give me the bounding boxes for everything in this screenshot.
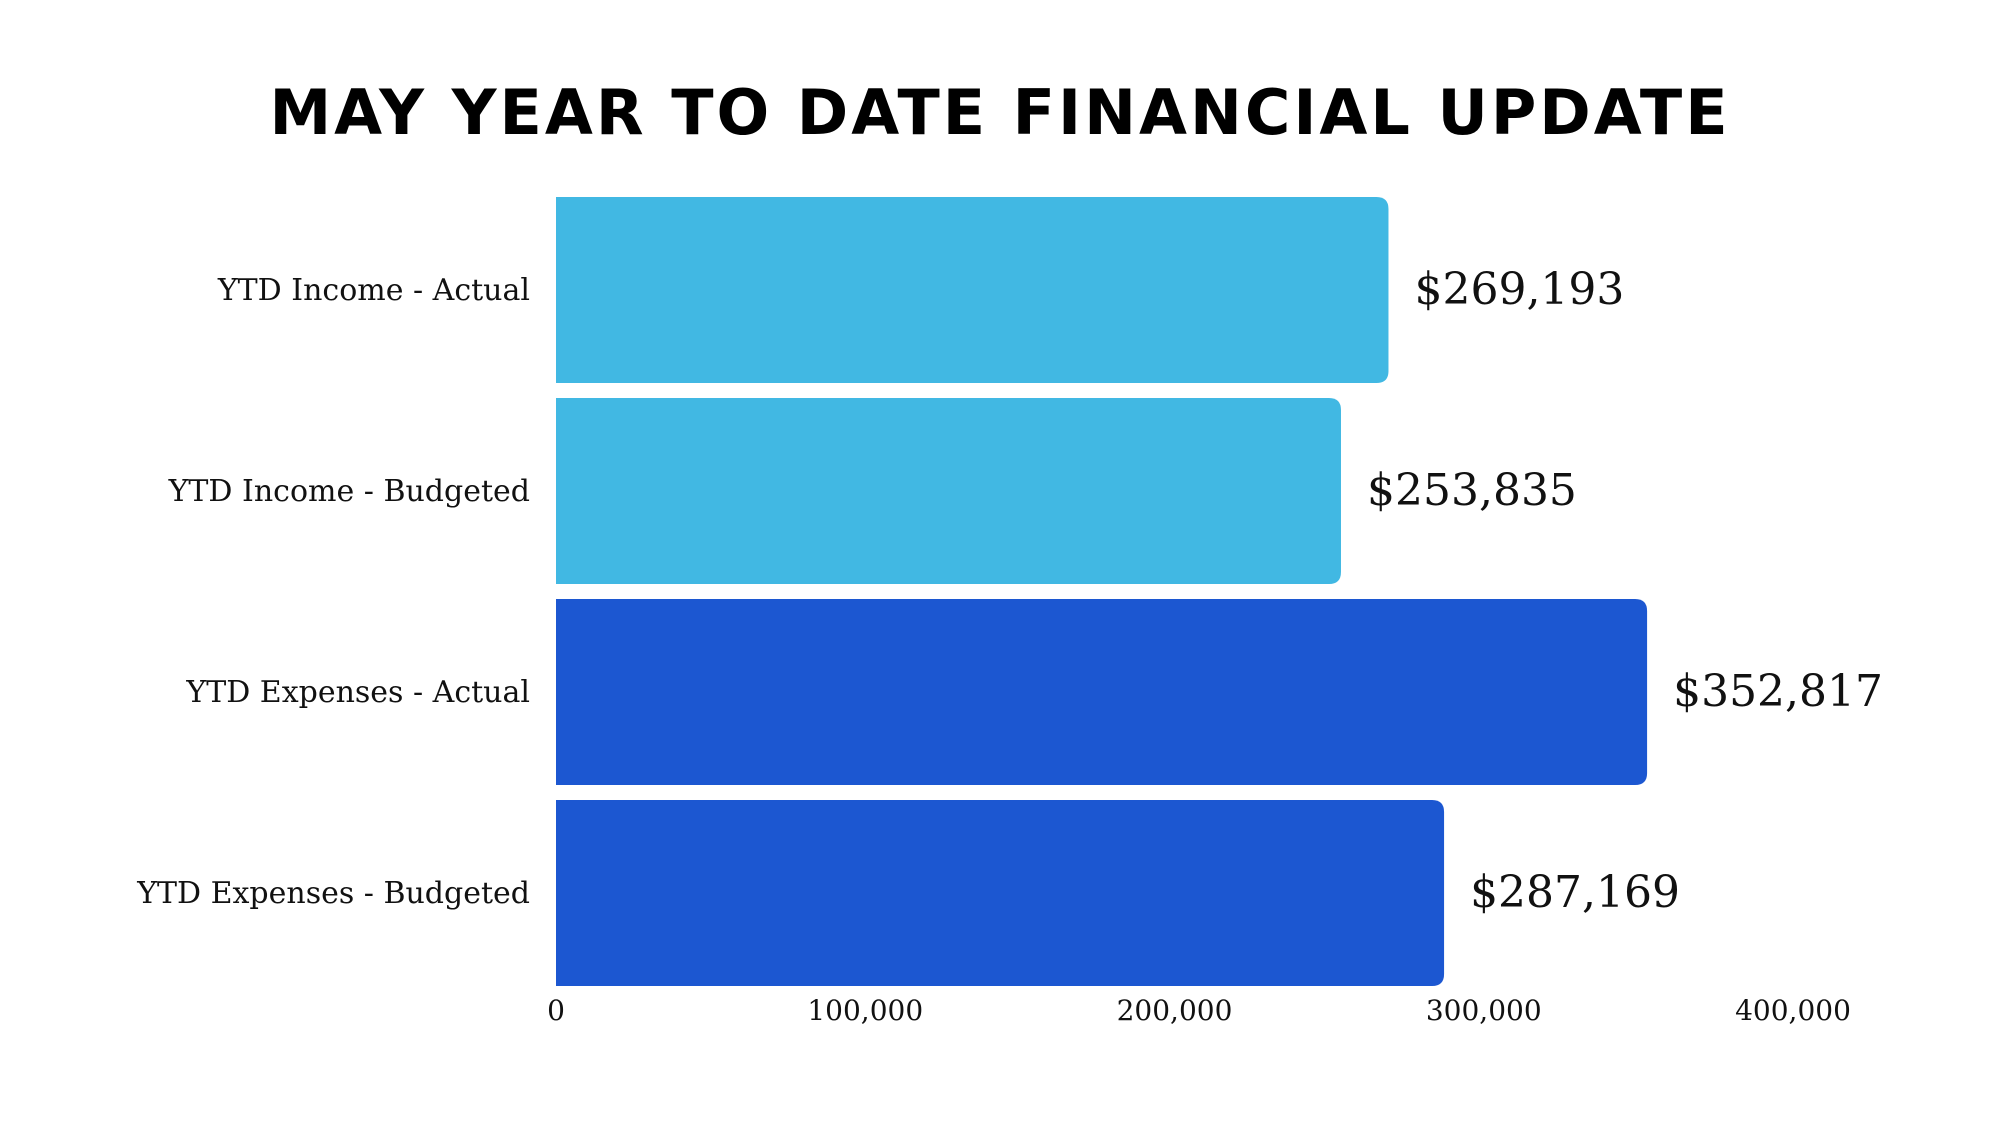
x-tick-label-3: 300,000 [1426, 994, 1542, 1027]
chart-title: May Year to Date Financial Update [269, 76, 1731, 149]
data-label-3: $287,169 [1470, 867, 1680, 918]
x-tick-label-2: 200,000 [1117, 994, 1233, 1027]
bar-3 [556, 800, 1445, 986]
bar-2 [556, 599, 1648, 785]
data-label-0: $269,193 [1414, 264, 1624, 315]
category-label-1: YTD Income - Budgeted [168, 474, 530, 509]
category-label-3: YTD Expenses - Budgeted [136, 876, 530, 911]
x-axis-ticks: 0 100,000 200,000 300,000 400,000 [547, 994, 1851, 1027]
x-tick-label-4: 400,000 [1735, 994, 1851, 1027]
bar-0 [556, 197, 1389, 383]
bars-group [556, 197, 1648, 986]
x-tick-label-0: 0 [547, 994, 565, 1027]
data-label-2: $352,817 [1673, 666, 1883, 717]
category-label-2: YTD Expenses - Actual [185, 675, 530, 710]
bar-1 [556, 398, 1341, 584]
category-label-0: YTD Income - Actual [217, 273, 530, 308]
data-label-1: $253,835 [1367, 465, 1577, 516]
x-tick-label-1: 100,000 [807, 994, 923, 1027]
labels-group: YTD Income - Actual $269,193 YTD Income - … [136, 264, 1883, 918]
